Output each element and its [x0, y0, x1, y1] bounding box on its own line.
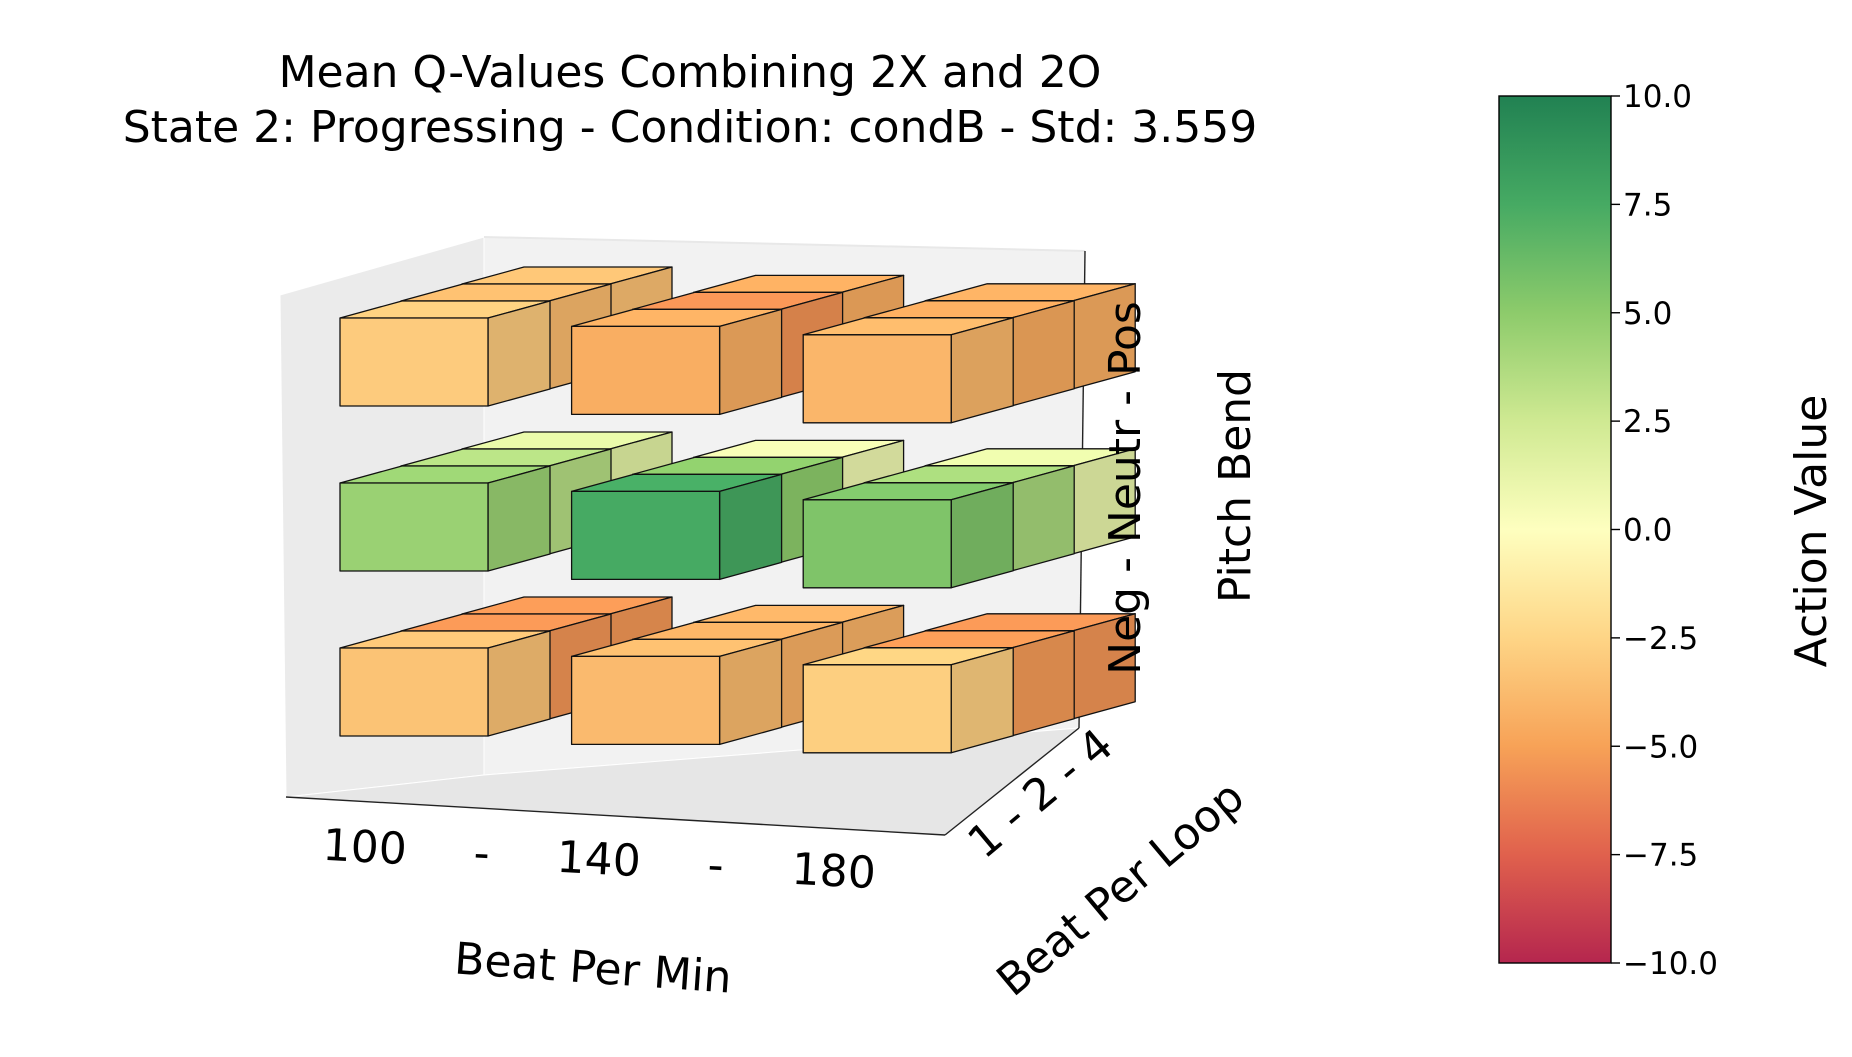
colorbar-tick-label: −10.0	[1623, 946, 1718, 982]
bar-front-face	[339, 647, 489, 737]
x-axis-label: Beat Per Min	[453, 933, 734, 1003]
bar-front-face	[570, 325, 721, 416]
x-tick-label: 140	[555, 832, 642, 887]
colorbar-tick-label: 7.5	[1623, 187, 1672, 223]
bar-cube	[802, 647, 1014, 754]
x-axis-line	[285, 796, 946, 836]
bar-front-face	[570, 655, 721, 746]
bar-side-face	[487, 300, 551, 407]
colorbar-ticks: 10.0 7.5 5.0 2.5 0.0 −2.5 −5.0 −7.5 −10.0	[1611, 79, 1718, 982]
back-top-edge	[483, 236, 1086, 252]
bar-side-face	[1011, 465, 1075, 572]
bar-front-face	[570, 490, 721, 581]
z-axis-label: Pitch Bend	[1210, 369, 1261, 603]
bar-cube	[570, 638, 783, 746]
bar-side-face	[718, 308, 783, 416]
bar-side-face	[487, 465, 551, 572]
colorbar	[1498, 95, 1612, 964]
bar-front-face	[802, 664, 952, 754]
x-tick-label: 100	[321, 820, 408, 875]
bar-cube	[802, 317, 1014, 424]
x-tick-label: 180	[790, 844, 877, 899]
colorbar-tick-label: 0.0	[1623, 513, 1672, 549]
bar-front-face	[802, 334, 952, 424]
bar-front-face	[339, 482, 489, 572]
colorbar-tick-label: −5.0	[1623, 729, 1698, 765]
z-tick-label: Neg - Neutr - Pos	[1100, 301, 1151, 675]
bar-cube	[339, 465, 551, 572]
colorbar-tick-label: −7.5	[1623, 838, 1698, 874]
bar-side-face	[950, 317, 1014, 424]
colorbar-tick-label: 5.0	[1623, 296, 1672, 332]
bar-cube	[339, 300, 551, 407]
bar-side-face	[1011, 630, 1075, 737]
x-tick-label: -	[472, 828, 491, 880]
bar-side-face	[1011, 300, 1075, 407]
colorbar-tick-label: 10.0	[1623, 79, 1692, 115]
bar-cube	[802, 482, 1014, 589]
bars-group	[339, 266, 1136, 754]
bar-front-face	[802, 499, 952, 589]
colorbar-tick-label: −2.5	[1623, 621, 1698, 657]
bar-cube	[339, 630, 551, 737]
bar-cube	[570, 308, 783, 416]
bar-cube	[570, 473, 783, 581]
bar-side-face	[718, 473, 783, 581]
colorbar-label: Action Value	[1786, 395, 1837, 668]
chart-title: Mean Q-Values Combining 2X and 2O	[279, 47, 1102, 98]
colorbar-tick-label: 2.5	[1623, 404, 1672, 440]
bar-side-face	[718, 638, 783, 746]
bar-side-face	[487, 630, 551, 737]
chart-subtitle: State 2: Progressing - Condition: condB …	[123, 102, 1258, 153]
bar-front-face	[339, 317, 489, 407]
bar-side-face	[950, 647, 1014, 754]
bar-side-face	[950, 482, 1014, 589]
x-tick-label: -	[706, 840, 725, 892]
y-axis-line	[944, 727, 1080, 836]
x-axis-ticks: 100 - 140 - 180	[321, 820, 877, 899]
